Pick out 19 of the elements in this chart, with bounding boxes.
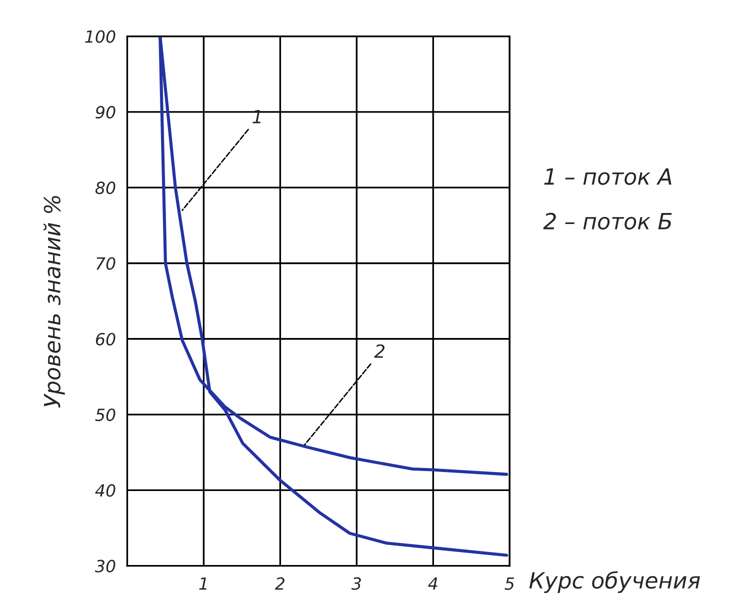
y-tick-label: 90 [96, 106, 116, 119]
y-tick-label: 30 [94, 560, 116, 572]
y-axis-title: Уровень знаний % [43, 196, 65, 408]
y-tick-label: 100 [85, 30, 116, 43]
x-tick-label: 2 [274, 577, 284, 590]
x-tick-label: 3 [351, 577, 361, 590]
y-tick-label: 40 [95, 484, 116, 497]
text: 1 – поток А [544, 168, 672, 185]
x-axis-title: Курс обучения [529, 571, 700, 594]
y-tick-label: 60 [96, 332, 116, 346]
y-tick-label: 70 [96, 257, 116, 270]
x-tick-label: 4 [428, 577, 438, 590]
x-tick-label: 5 [504, 577, 514, 590]
annotation: 2 [374, 344, 384, 358]
text: 2 – поток Б [543, 212, 672, 230]
annotation: 1 [252, 110, 260, 124]
x-tick-label: 1 [199, 577, 206, 590]
y-tick-label: 80 [95, 182, 116, 194]
y-tick-label: 50 [95, 408, 116, 422]
